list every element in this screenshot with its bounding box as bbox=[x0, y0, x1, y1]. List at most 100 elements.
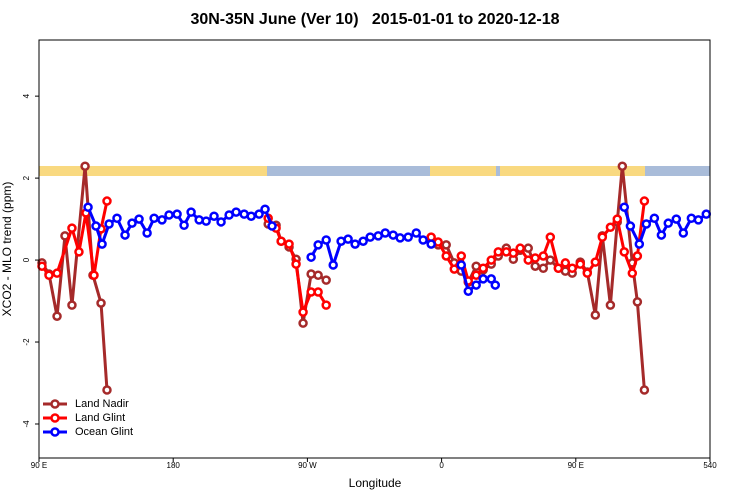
data-point bbox=[104, 219, 114, 229]
y-tick-label: 4 bbox=[22, 93, 31, 98]
data-point bbox=[508, 248, 519, 258]
land-mask-strip bbox=[39, 166, 710, 176]
data-point bbox=[486, 274, 497, 284]
data-point bbox=[254, 209, 264, 219]
legend-label: Land Glint bbox=[75, 412, 125, 424]
data-point bbox=[97, 239, 107, 249]
data-point bbox=[678, 228, 689, 238]
data-point bbox=[102, 196, 112, 206]
land-strip bbox=[500, 166, 645, 176]
data-point bbox=[456, 251, 467, 261]
data-point bbox=[515, 243, 525, 253]
ocean-strip bbox=[39, 166, 710, 176]
data-point bbox=[411, 228, 422, 238]
data-point bbox=[538, 263, 549, 274]
data-point bbox=[490, 280, 501, 290]
data-point bbox=[493, 247, 504, 257]
data-point bbox=[619, 202, 630, 212]
data-point bbox=[260, 204, 270, 214]
data-point bbox=[597, 232, 608, 242]
data-point bbox=[553, 263, 564, 274]
y-tick-label: -4 bbox=[22, 420, 31, 428]
data-point bbox=[313, 287, 323, 297]
data-point bbox=[67, 223, 77, 233]
data-point bbox=[380, 228, 390, 238]
chart-title: 30N-35N June (Ver 10) 2015-01-01 to 2020… bbox=[190, 11, 559, 28]
data-point bbox=[701, 209, 712, 219]
data-point bbox=[157, 215, 167, 225]
data-point bbox=[523, 243, 533, 253]
data-point bbox=[142, 228, 152, 238]
data-point bbox=[321, 275, 331, 285]
plot-frame bbox=[38, 39, 711, 459]
legend-label: Ocean Glint bbox=[75, 426, 133, 438]
data-point bbox=[216, 217, 226, 227]
x-tick-label: 90 W bbox=[298, 461, 317, 470]
land-strip bbox=[430, 166, 496, 176]
data-point bbox=[313, 240, 323, 250]
data-point bbox=[545, 255, 556, 265]
x-tick-label: 90 E bbox=[568, 461, 584, 470]
data-point bbox=[538, 251, 549, 261]
data-point bbox=[478, 263, 488, 274]
data-point bbox=[426, 239, 436, 249]
data-point bbox=[112, 213, 122, 224]
data-point bbox=[605, 300, 616, 310]
data-point bbox=[471, 270, 481, 280]
data-point bbox=[120, 230, 130, 240]
data-point bbox=[102, 385, 112, 395]
land-strip bbox=[39, 166, 267, 176]
data-point bbox=[37, 261, 47, 271]
data-point bbox=[449, 264, 460, 274]
data-point bbox=[471, 280, 481, 290]
data-point bbox=[328, 260, 338, 270]
data-point bbox=[530, 253, 540, 263]
data-point bbox=[343, 234, 353, 244]
data-point bbox=[321, 235, 331, 245]
data-point bbox=[582, 268, 593, 278]
x-tick-label: 180 bbox=[167, 461, 181, 470]
data-point bbox=[617, 161, 628, 171]
data-point bbox=[625, 221, 636, 231]
data-point bbox=[298, 307, 308, 317]
x-axis-label: Longitude bbox=[349, 476, 402, 490]
data-point bbox=[246, 211, 256, 221]
data-point bbox=[693, 215, 704, 225]
data-point bbox=[149, 213, 159, 224]
data-point bbox=[560, 258, 571, 268]
data-point bbox=[456, 260, 467, 270]
data-point bbox=[201, 216, 211, 226]
data-point bbox=[134, 214, 144, 224]
x-tick-label: 0 bbox=[439, 461, 444, 470]
data-point bbox=[619, 247, 630, 257]
legend-marker bbox=[50, 399, 60, 409]
data-point bbox=[632, 251, 643, 261]
data-point bbox=[639, 196, 650, 206]
data-point bbox=[89, 270, 99, 280]
x-tick-label: 540 bbox=[703, 461, 717, 470]
data-point bbox=[306, 252, 316, 262]
data-point bbox=[284, 239, 294, 249]
y-tick-label: -2 bbox=[22, 338, 31, 346]
legend-marker bbox=[50, 427, 60, 437]
data-point bbox=[96, 298, 106, 308]
y-axis-label: XCO2 - MLO trend (ppm) bbox=[0, 182, 14, 317]
data-point bbox=[298, 318, 308, 328]
data-point bbox=[632, 297, 643, 307]
data-point bbox=[486, 255, 497, 265]
data-point bbox=[164, 210, 174, 220]
data-point bbox=[74, 247, 84, 257]
data-point bbox=[545, 232, 556, 242]
data-point bbox=[291, 259, 301, 269]
data-point bbox=[186, 207, 196, 217]
data-point bbox=[358, 236, 368, 246]
data-point bbox=[80, 161, 90, 171]
data-point bbox=[656, 230, 667, 240]
data-point bbox=[395, 233, 405, 243]
data-point bbox=[350, 239, 360, 249]
data-point bbox=[441, 240, 451, 250]
data-point bbox=[627, 268, 638, 278]
data-point bbox=[313, 270, 323, 280]
data-point bbox=[478, 274, 488, 284]
legend-label: Land Nadir bbox=[75, 398, 129, 410]
